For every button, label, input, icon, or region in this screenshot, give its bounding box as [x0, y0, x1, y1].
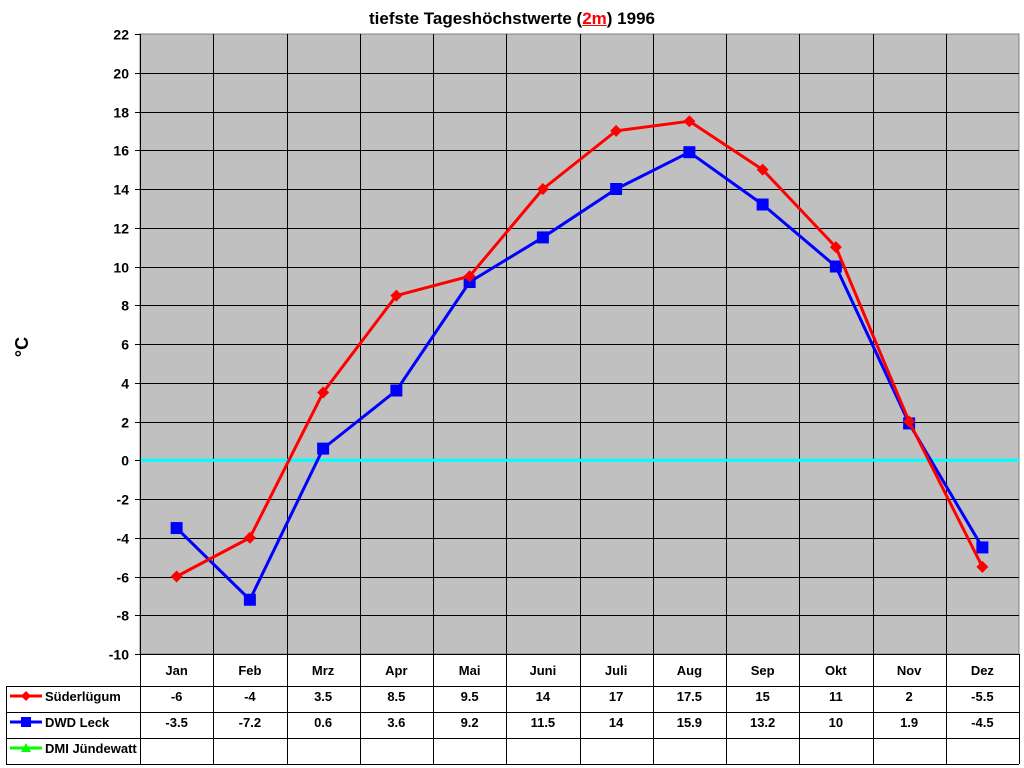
diamond-marker-icon	[683, 115, 696, 128]
table-cell-value: 1.9	[900, 715, 918, 730]
x-category-label: Dez	[971, 663, 995, 678]
square-marker-icon	[243, 593, 256, 606]
legend-row: DMI Jündewatt	[10, 741, 137, 756]
series-lines	[170, 115, 989, 606]
y-tick-label: -10	[109, 647, 129, 663]
square-marker-icon	[829, 260, 842, 273]
legend-row: Süderlügum -6 -4 3.5 8.5 9.5 14 17 17.5 15 11 2 -5.5	[10, 689, 994, 704]
x-category-label: Nov	[897, 663, 922, 678]
table-cell-value: -3.5	[165, 715, 187, 730]
table-cell-value: 2	[906, 689, 913, 704]
table-cell-value: -4	[244, 689, 256, 704]
y-tick-label: 6	[121, 337, 129, 353]
diamond-marker-icon	[829, 241, 842, 254]
y-tick-label: 8	[121, 298, 129, 314]
table-cell-value: 9.2	[461, 715, 479, 730]
diamond-marker-icon	[976, 560, 989, 573]
square-marker-icon	[756, 198, 769, 211]
table-cell-value: 8.5	[387, 689, 405, 704]
square-marker-icon	[683, 146, 696, 159]
table-cell-value: 13.2	[750, 715, 775, 730]
square-marker-icon	[536, 231, 549, 244]
table-cell-value: 17	[609, 689, 623, 704]
square-marker-icon	[610, 183, 623, 195]
y-tick-label: -2	[117, 492, 130, 508]
series-line	[175, 150, 984, 602]
y-tick-label: -8	[117, 608, 130, 624]
x-category-label: Jan	[165, 663, 187, 678]
diamond-marker-icon	[317, 386, 330, 399]
diamond-marker-icon	[243, 531, 256, 544]
series-s-derl-gum	[170, 115, 989, 583]
legend-label: DMI Jündewatt	[45, 741, 137, 756]
table-cell-value: 10	[829, 715, 843, 730]
x-category-label: Okt	[825, 663, 847, 678]
y-tick-label: 0	[121, 453, 129, 469]
title-year: ) 1996	[606, 9, 655, 28]
square-marker-icon	[170, 522, 183, 535]
table-cell-value: -4.5	[971, 715, 993, 730]
data-table: Jan Feb Mrz Apr Mai Juni Juli Aug Sep Okt Nov Dez Sü…	[6, 654, 1020, 765]
y-tick-label: 16	[113, 143, 129, 159]
square-marker-icon	[21, 717, 31, 727]
y-tick-label: 22	[113, 27, 129, 43]
square-marker-icon	[390, 384, 403, 397]
table-cell-value: 15	[755, 689, 769, 704]
gridlines	[140, 34, 1019, 655]
legend-row: DWD Leck -3.5 -7.2 0.6 3.6 9.2 11.5 14 15.9 13.2 1…	[10, 715, 994, 730]
diamond-marker-icon	[536, 183, 549, 195]
y-tick-label: 12	[113, 221, 129, 237]
x-category-label: Aug	[677, 663, 702, 678]
y-tick-label: 4	[121, 376, 129, 392]
table-cell-value: 11	[829, 689, 843, 704]
table-cell-value: 15.9	[677, 715, 702, 730]
x-category-label: Mrz	[312, 663, 335, 678]
y-tick-label: 14	[113, 182, 129, 198]
x-category-label: Apr	[385, 663, 407, 678]
table-cell-value: 14	[609, 715, 624, 730]
y-tick-label: 10	[113, 260, 129, 276]
y-tick-label: 18	[113, 105, 129, 121]
title-text: tiefste Tageshöchstwerte (	[369, 9, 583, 28]
triangle-marker-icon	[21, 743, 31, 752]
legend-label: DWD Leck	[45, 715, 110, 730]
diamond-marker-icon	[610, 124, 623, 137]
square-marker-icon	[976, 541, 989, 554]
diamond-marker-icon	[170, 570, 183, 583]
table-cell-value: 9.5	[461, 689, 479, 704]
table-cell-value: -6	[171, 689, 183, 704]
x-category-label: Mai	[459, 663, 481, 678]
y-tick-label: 2	[121, 415, 129, 431]
diamond-marker-icon	[463, 270, 476, 283]
table-cell-value: 17.5	[677, 689, 702, 704]
diamond-marker-icon	[903, 415, 916, 428]
chart-title: tiefste Tageshöchstwerte (2m) 1996	[0, 9, 1024, 29]
y-tick-label: -4	[117, 531, 130, 547]
diamond-marker-icon	[756, 163, 769, 176]
series-line	[175, 119, 984, 578]
x-category-label: Feb	[238, 663, 261, 678]
x-category-label: Sep	[751, 663, 775, 678]
title-highlight: 2m	[582, 9, 607, 28]
y-tick-label: 20	[113, 66, 129, 82]
table-cell-value: 3.6	[387, 715, 405, 730]
legend-label: Süderlügum	[45, 689, 121, 704]
table-cell-value: -5.5	[971, 689, 993, 704]
table-cell-value: 14	[536, 689, 551, 704]
y-tick-label: -6	[117, 570, 130, 586]
table-cell-value: 0.6	[314, 715, 332, 730]
table-cell-value: 3.5	[314, 689, 332, 704]
x-category-label: Juli	[605, 663, 627, 678]
table-cell-value: 11.5	[531, 715, 556, 730]
table-cell-value: -7.2	[239, 715, 261, 730]
diamond-marker-icon	[390, 289, 403, 302]
diamond-marker-icon	[21, 691, 31, 701]
square-marker-icon	[317, 442, 330, 455]
x-category-label: Juni	[530, 663, 557, 678]
